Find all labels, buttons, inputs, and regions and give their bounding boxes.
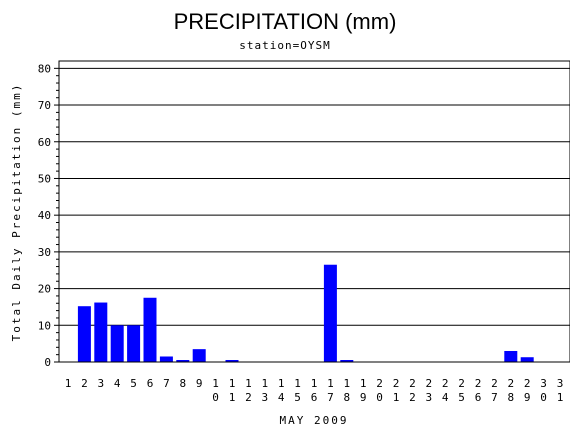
x-tick-label: 3 — [425, 391, 432, 404]
x-tick-label: 2 — [507, 377, 514, 390]
x-tick-label: 2 — [81, 377, 88, 390]
x-tick-label: 4 — [114, 377, 121, 390]
x-tick-label: 0 — [540, 391, 547, 404]
y-tick-label: 0 — [44, 356, 51, 369]
y-axis-label: Total Daily Precipitation (mm) — [10, 83, 23, 342]
bar — [225, 360, 239, 362]
bar — [110, 325, 124, 362]
x-tick-label: 3 — [557, 377, 564, 390]
x-tick-label: 1 — [311, 377, 318, 390]
x-tick-label: 7 — [163, 377, 170, 390]
x-tick-label: 5 — [130, 377, 137, 390]
x-tick-label: 3 — [261, 391, 268, 404]
bars — [77, 264, 534, 362]
x-tick-label: 7 — [327, 391, 334, 404]
x-tick-label: 2 — [376, 377, 383, 390]
x-tick-label: 7 — [491, 391, 498, 404]
x-tick-label: 1 — [261, 377, 268, 390]
gridlines — [59, 67, 570, 326]
x-tick-label: 1 — [327, 377, 334, 390]
x-tick-label: 8 — [507, 391, 514, 404]
x-tick-label: 9 — [360, 391, 367, 404]
x-tick-label: 2 — [409, 377, 416, 390]
x-tick-label: 6 — [147, 377, 154, 390]
y-tick-label: 70 — [38, 99, 51, 112]
bar — [340, 360, 354, 362]
x-tick-label: 8 — [179, 377, 186, 390]
x-tick-label: 1 — [245, 377, 252, 390]
x-tick-label: 1 — [229, 391, 236, 404]
x-tick-label: 2 — [393, 377, 400, 390]
bar — [159, 356, 173, 362]
x-tick-label: 2 — [491, 377, 498, 390]
x-tick-label: 4 — [278, 391, 285, 404]
x-tick-label: 1 — [229, 377, 236, 390]
x-tick-label: 1 — [360, 377, 367, 390]
x-tick-label: 1 — [393, 391, 400, 404]
x-tick-label: 9 — [196, 377, 203, 390]
y-tick-label: 40 — [38, 209, 51, 222]
y-tick-label: 50 — [38, 172, 51, 185]
x-tick-label: 6 — [311, 391, 318, 404]
x-tick-label: 1 — [294, 377, 301, 390]
bar — [77, 306, 91, 362]
y-tick-label: 80 — [38, 62, 51, 75]
bar — [143, 297, 157, 362]
plot-frame — [58, 60, 570, 363]
bar — [504, 350, 518, 362]
x-tick-label: 6 — [475, 391, 482, 404]
x-tick-labels: 1 2 3 4 5 6 7 8 9 1011121314151617181920212223242… — [65, 377, 564, 404]
y-minor-ticks — [56, 75, 59, 356]
x-tick-label: 1 — [343, 377, 350, 390]
x-tick-label: 2 — [425, 377, 432, 390]
y-tick-label: 10 — [38, 319, 51, 332]
x-tick-label: 2 — [409, 391, 416, 404]
bar — [323, 264, 337, 362]
x-tick-label: 1 — [557, 391, 564, 404]
x-tick-label: 2 — [458, 377, 465, 390]
bar — [520, 357, 534, 362]
chart-title: PRECIPITATION (mm) — [174, 9, 397, 34]
x-tick-label: 1 — [212, 377, 219, 390]
bar — [176, 360, 190, 362]
chart-subtitle: station=OYSM — [239, 39, 330, 52]
x-tick-label: 2 — [245, 391, 252, 404]
y-tick-label: 20 — [38, 283, 51, 296]
x-tick-label: 2 — [524, 377, 531, 390]
bar — [127, 325, 141, 362]
y-tick-label: 60 — [38, 136, 51, 149]
x-tick-label: 3 — [540, 377, 547, 390]
x-tick-label: 1 — [65, 377, 72, 390]
x-tick-label: 2 — [442, 377, 449, 390]
x-tick-label: 9 — [524, 391, 531, 404]
x-tick-label: 0 — [376, 391, 383, 404]
y-tick-labels: 0 10 20 30 40 50 60 70 80 — [38, 62, 59, 369]
x-tick-label: 5 — [294, 391, 301, 404]
y-tick-label: 30 — [38, 246, 51, 259]
bar — [94, 302, 108, 362]
x-tick-label: 2 — [475, 377, 482, 390]
x-axis-label: MAY 2009 — [280, 414, 349, 427]
x-tick-label: 4 — [442, 391, 449, 404]
x-tick-label: 1 — [278, 377, 285, 390]
bar — [192, 349, 206, 362]
x-tick-label: 5 — [458, 391, 465, 404]
x-tick-label: 0 — [212, 391, 219, 404]
x-tick-label: 3 — [97, 377, 104, 390]
x-tick-label: 8 — [343, 391, 350, 404]
